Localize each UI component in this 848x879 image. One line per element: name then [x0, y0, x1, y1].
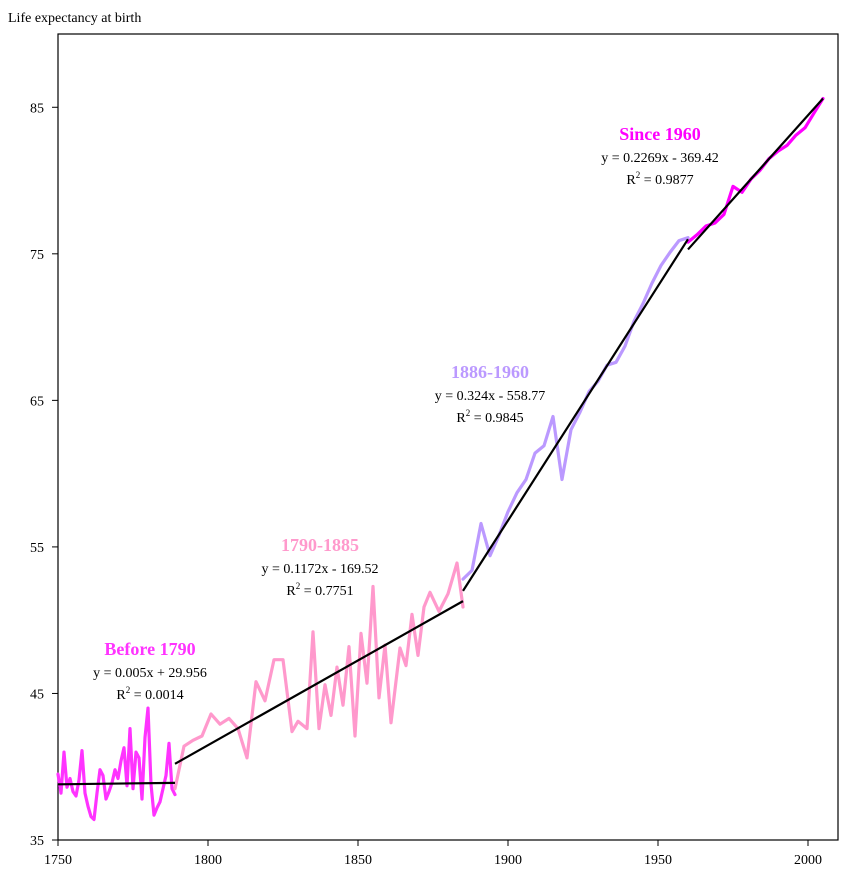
x-tick-label: 1750: [44, 853, 72, 868]
y-tick-label: 85: [30, 101, 44, 116]
x-tick-label: 1950: [644, 853, 672, 868]
annotation-r2: R2 = 0.7751: [286, 581, 353, 599]
y-tick-label: 75: [30, 248, 44, 263]
annotation-r2: R2 = 0.9845: [456, 408, 523, 426]
series-line-y1886_1960: [463, 238, 688, 579]
x-tick-label: 1800: [194, 853, 222, 868]
r2-value: = 0.9877: [640, 173, 693, 188]
annotation-title: 1790-1885: [281, 535, 359, 555]
x-tick-label: 1900: [494, 853, 522, 868]
y-tick-label: 35: [30, 834, 44, 849]
annotation-title: 1886-1960: [451, 362, 529, 382]
r2-value: = 0.9845: [470, 411, 523, 426]
trend-lines: [58, 98, 823, 784]
y-axis-label: Life expectancy at birth: [8, 11, 141, 26]
annotation-y1886_1960: 1886-1960 y = 0.324x - 558.77 R2 = 0.9845: [435, 362, 546, 426]
trend-line-before1790: [58, 783, 175, 784]
y-tick-label: 55: [30, 541, 44, 556]
annotations: Before 1790 y = 0.005x + 29.956 R2 = 0.001…: [93, 124, 719, 703]
annotation-y1790_1885: 1790-1885 y = 0.1172x - 169.52 R2 = 0.7751: [261, 535, 378, 599]
x-tick-label: 2000: [794, 853, 822, 868]
annotation-before1790: Before 1790 y = 0.005x + 29.956 R2 = 0.001…: [93, 639, 207, 703]
y-tick-label: 45: [30, 687, 44, 702]
annotation-title: Since 1960: [619, 124, 701, 144]
x-tick-label: 1850: [344, 853, 372, 868]
trend-line-y1790_1885: [175, 601, 463, 764]
r2-value: = 0.7751: [300, 584, 353, 599]
annotation-equation: y = 0.005x + 29.956: [93, 666, 207, 681]
trend-line-since1960: [688, 98, 823, 249]
annotation-equation: y = 0.2269x - 369.42: [601, 151, 719, 166]
annotation-r2: R2 = 0.9877: [626, 170, 693, 188]
annotation-r2: R2 = 0.0014: [116, 685, 183, 703]
series-lines: [58, 98, 823, 819]
annotation-equation: y = 0.1172x - 169.52: [261, 562, 378, 577]
plot-frame: [58, 34, 838, 840]
annotation-since1960: Since 1960 y = 0.2269x - 369.42 R2 = 0.987…: [601, 124, 719, 188]
annotation-equation: y = 0.324x - 558.77: [435, 389, 546, 404]
series-line-before1790: [58, 708, 175, 819]
y-tick-label: 65: [30, 394, 44, 409]
r2-value: = 0.0014: [130, 688, 183, 703]
annotation-title: Before 1790: [104, 639, 195, 659]
